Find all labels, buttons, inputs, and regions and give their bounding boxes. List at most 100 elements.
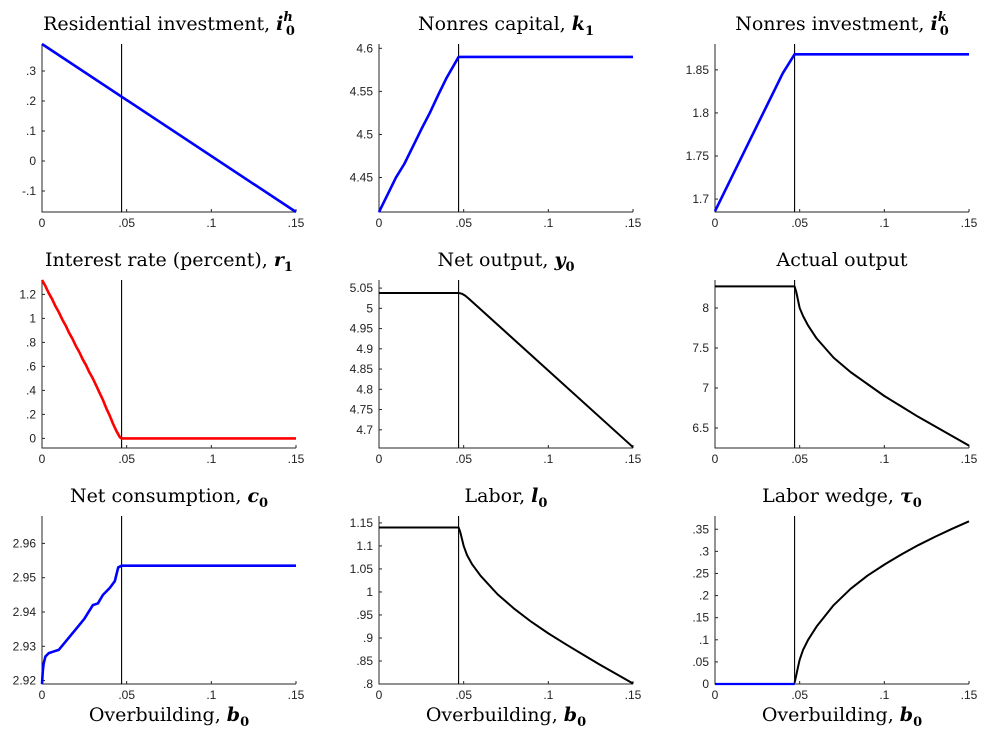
y-tick-label: 4.85	[350, 362, 374, 376]
y-tick-label: .85	[356, 654, 373, 668]
y-tick-label: .95	[356, 608, 373, 622]
panel-7: Net consumption, c00.05.1.152.922.932.94…	[13, 485, 305, 730]
panel-title: Net output, y0	[437, 249, 574, 275]
x-tick-label: .05	[455, 216, 472, 230]
label-text: Nonres capital,	[418, 13, 572, 35]
x-tick-label: .15	[961, 452, 978, 466]
label-subscript: 0	[565, 260, 574, 275]
y-tick-label: .2	[699, 589, 709, 603]
y-tick-label: .4	[26, 383, 36, 397]
label-text: Residential investment,	[43, 13, 276, 35]
panel-title: Nonres investment, ik 0	[735, 10, 949, 39]
x-tick-label: .15	[625, 452, 642, 466]
label-subscript: 0	[913, 496, 922, 511]
x-tick-label: .1	[879, 688, 889, 702]
label-subscript: 0	[286, 24, 295, 39]
y-tick-label: 2.96	[13, 536, 37, 550]
y-tick-label: 1.7	[692, 192, 709, 206]
y-tick-label: 4.75	[350, 403, 374, 417]
x-tick-label: .05	[118, 452, 135, 466]
x-tick-label: .05	[455, 452, 472, 466]
x-tick-label: .1	[543, 688, 553, 702]
x-tick-label: .1	[206, 688, 216, 702]
x-tick-label: 0	[376, 688, 383, 702]
label-subscript: 0	[577, 715, 586, 730]
x-tick-label: .15	[288, 216, 305, 230]
y-tick-label: 2.93	[13, 639, 37, 653]
y-tick-label: 7	[702, 381, 709, 395]
y-tick-label: 0	[29, 154, 36, 168]
x-axis-label: Overbuilding, b0	[89, 704, 249, 730]
y-tick-label: .1	[26, 124, 36, 138]
label-text: Actual output	[775, 249, 907, 271]
y-tick-label: .35	[692, 522, 709, 536]
y-tick-label: 4.5	[356, 127, 373, 141]
label-subscript: 0	[240, 715, 249, 730]
axis-frame	[41, 280, 296, 449]
axis-frame	[41, 516, 296, 685]
label-subscript: 0	[913, 715, 922, 730]
label-variable: b	[227, 704, 240, 726]
y-tick-label: .6	[26, 359, 36, 373]
label-text: Net output,	[437, 249, 554, 271]
axis-frame	[378, 44, 633, 213]
y-tick-label: .8	[363, 677, 373, 691]
y-tick-label: 1.8	[692, 106, 709, 120]
x-tick-label: 0	[39, 688, 46, 702]
y-tick-label: .3	[26, 64, 36, 78]
y-tick-label: .8	[26, 335, 36, 349]
x-axis-label: Overbuilding, b0	[426, 704, 586, 730]
x-tick-label: .15	[288, 452, 305, 466]
label-text: Net consumption,	[70, 485, 248, 507]
series-line	[41, 42, 297, 214]
axis-frame	[378, 280, 633, 449]
x-tick-label: 0	[712, 216, 719, 230]
y-tick-label: 4.7	[356, 423, 373, 437]
series-line	[793, 520, 970, 683]
label-text: Labor,	[465, 485, 532, 507]
y-tick-label: 5	[366, 301, 373, 315]
label-variable: k	[572, 13, 585, 35]
x-tick-label: .1	[206, 452, 216, 466]
label-subscript: 0	[259, 496, 268, 511]
series-line	[40, 564, 296, 685]
series-line	[379, 291, 634, 448]
x-tick-label: .1	[879, 452, 889, 466]
label-variable: r	[274, 249, 286, 271]
x-tick-label: 0	[712, 452, 719, 466]
panel-2: Nonres capital, k1 0 .05 .1 .15 4.45 4.5 4.55 4.…	[350, 13, 642, 230]
series-line	[40, 279, 296, 440]
series-line	[377, 55, 633, 213]
label-text: Interest rate (percent),	[45, 249, 274, 271]
y-tick-label: .25	[692, 566, 709, 580]
y-tick-label: .1	[699, 633, 709, 647]
x-tick-label: .1	[543, 452, 553, 466]
y-tick-label: 1.75	[686, 149, 710, 163]
label-text: Overbuilding,	[89, 704, 227, 726]
panel-6: Actual output 0 .05 .1 .15 6.5 7 7.5 8	[692, 249, 977, 466]
series-line	[713, 53, 969, 212]
x-tick-label: 0	[39, 452, 46, 466]
label-variable: b	[564, 704, 577, 726]
y-tick-label: .05	[692, 655, 709, 669]
x-tick-label: .05	[455, 688, 472, 702]
x-tick-label: 0	[376, 452, 383, 466]
x-tick-label: .05	[791, 216, 808, 230]
label-variable: i	[931, 13, 938, 35]
x-tick-label: 0	[712, 688, 719, 702]
x-axis-label: Overbuilding, b0	[762, 704, 922, 730]
label-text: Overbuilding,	[762, 704, 900, 726]
y-tick-label: 1	[366, 585, 373, 599]
panel-title: Interest rate (percent), r1	[45, 249, 293, 275]
y-tick-label: 2.94	[13, 605, 37, 619]
y-tick-label: 1.85	[686, 63, 710, 77]
x-tick-label: .05	[118, 688, 135, 702]
label-subscript: 1	[284, 260, 293, 275]
axis-frame	[714, 516, 969, 685]
x-tick-label: .1	[206, 216, 216, 230]
y-tick-label: 0	[702, 677, 709, 691]
label-text: Labor wedge,	[762, 485, 900, 507]
label-variable: y	[553, 249, 567, 271]
x-tick-label: 0	[39, 216, 46, 230]
y-tick-label: .15	[692, 611, 709, 625]
